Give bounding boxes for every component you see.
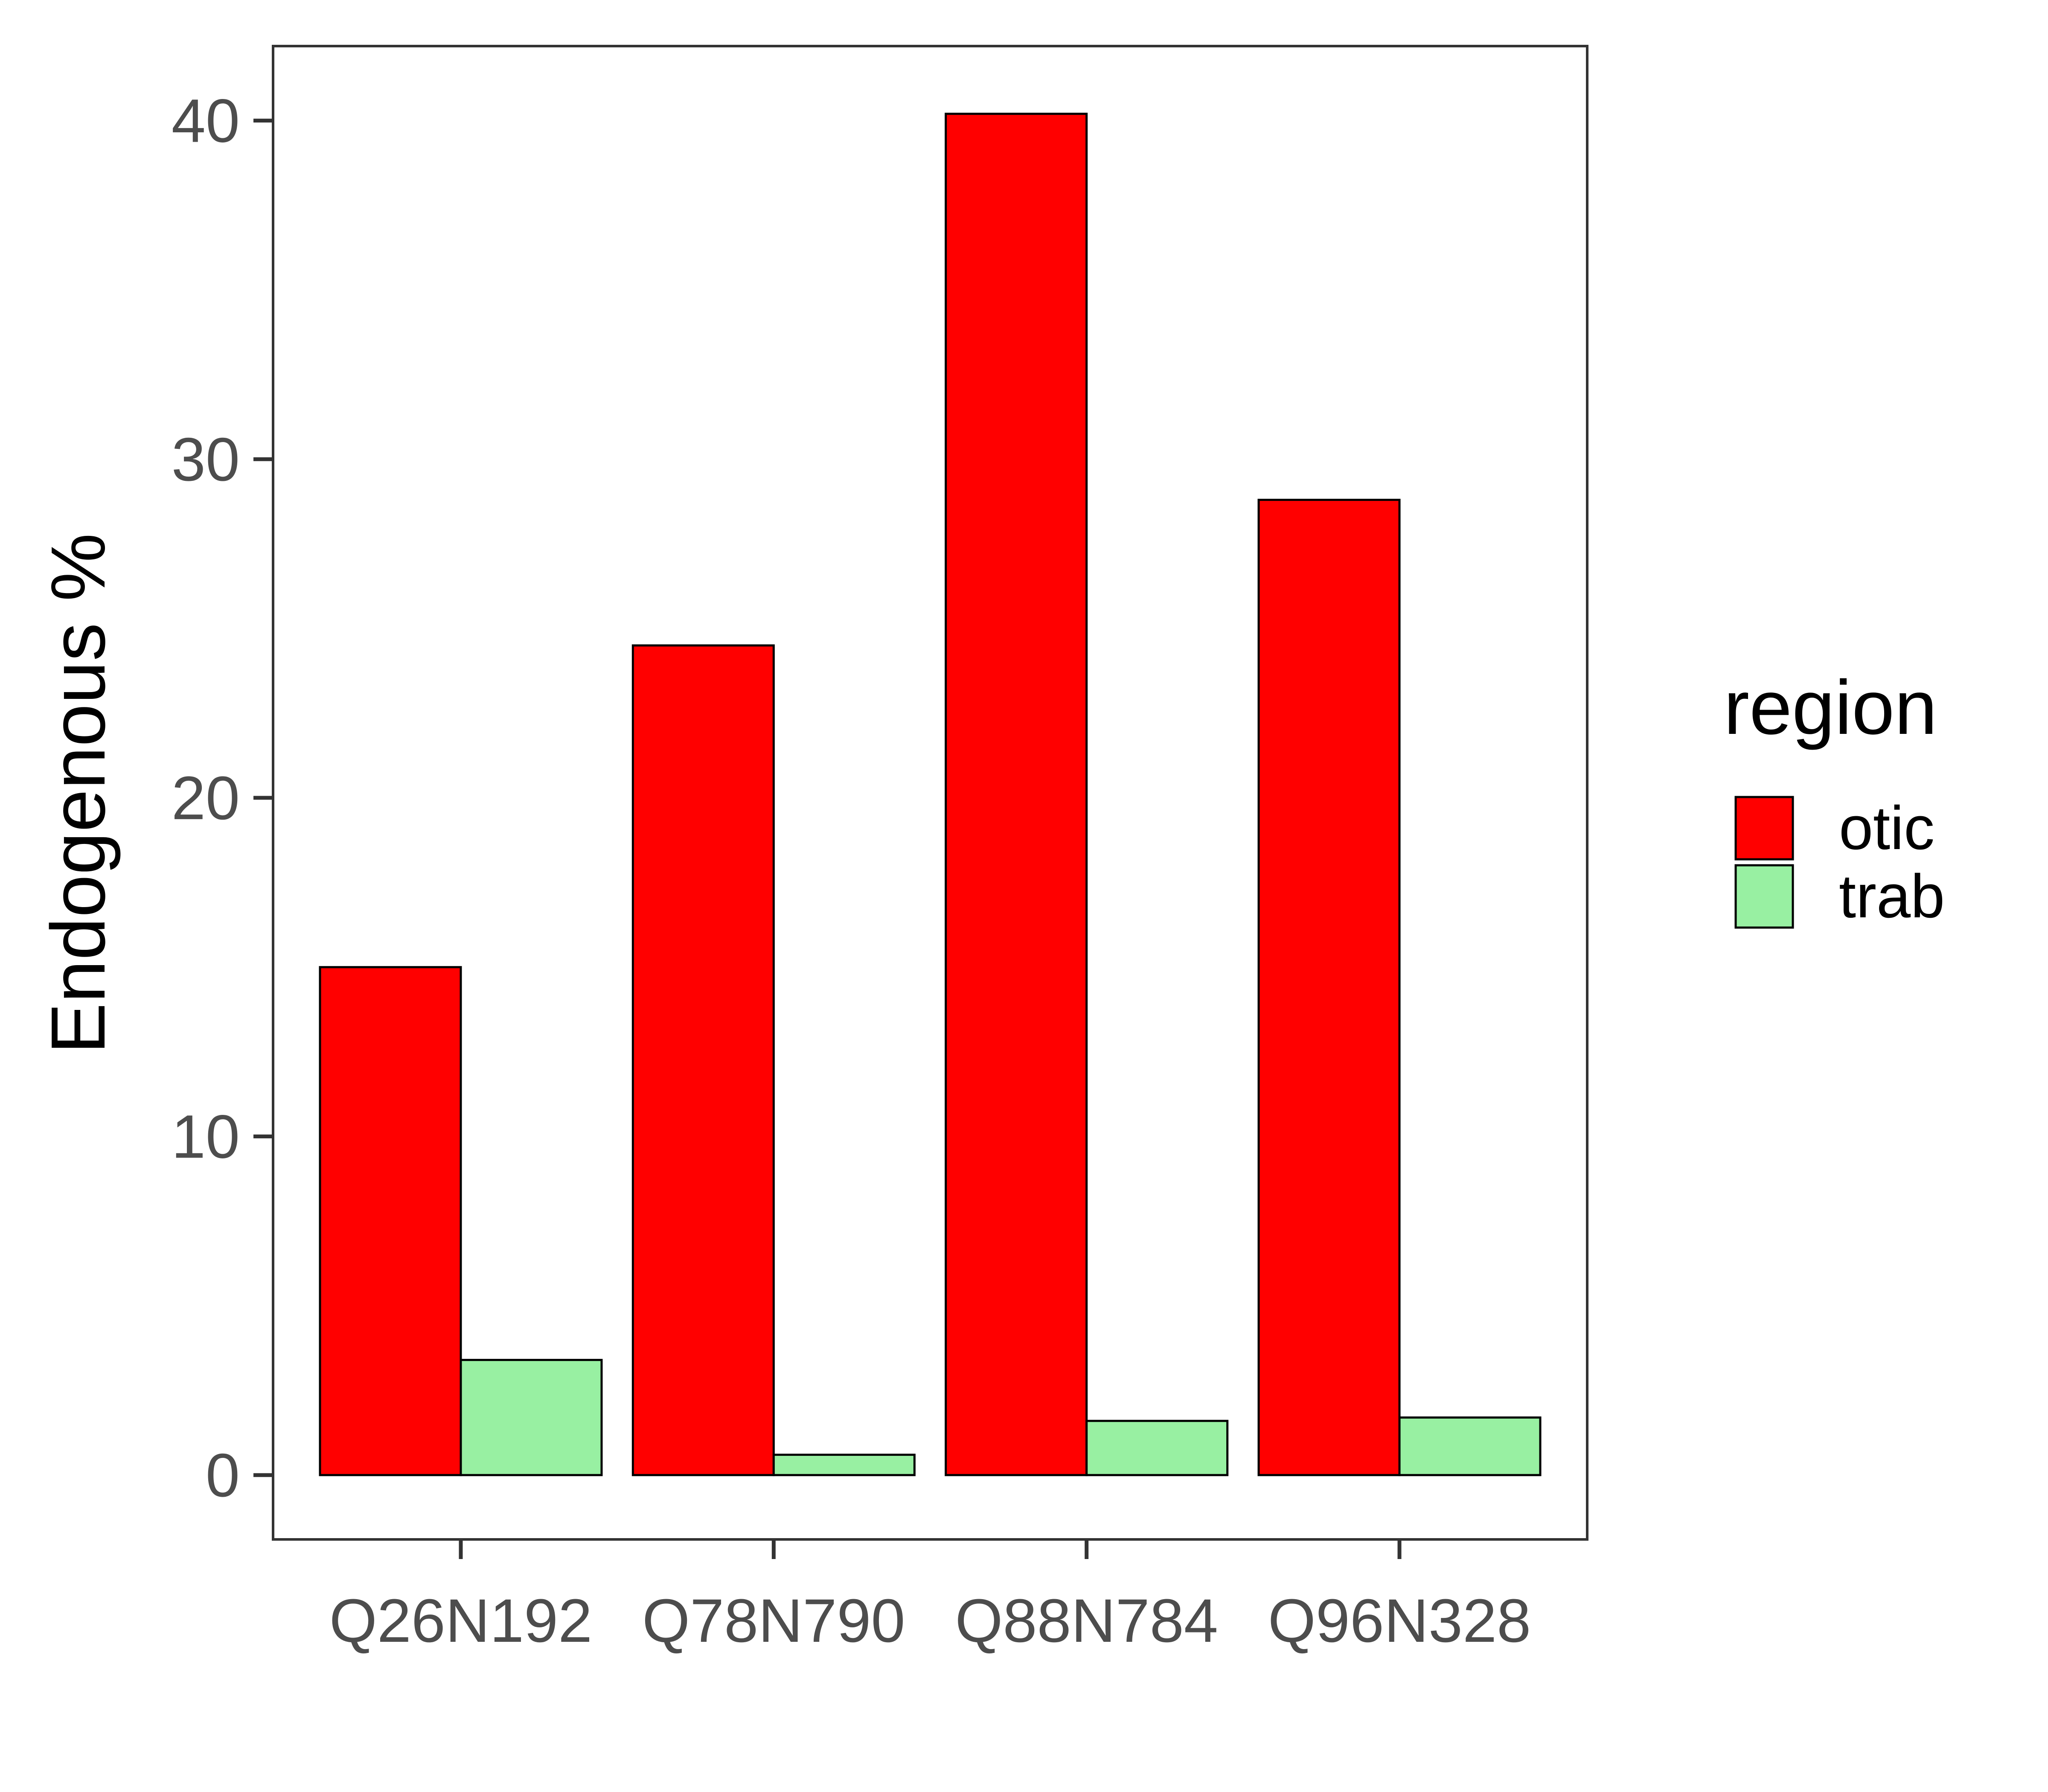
y-axis: 0 10 20 30 40 (172, 87, 273, 1510)
x-tick-label-Q88N784: Q88N784 (955, 1586, 1218, 1655)
legend-label-otic: otic (1839, 794, 1935, 862)
x-tick-label-Q78N790: Q78N790 (642, 1586, 905, 1655)
y-tick-label-10: 10 (172, 1103, 240, 1171)
y-tick-label-30: 30 (172, 425, 240, 494)
x-tick-label-Q96N328: Q96N328 (1268, 1586, 1531, 1655)
bar-otic-Q96N328 (1257, 498, 1401, 1476)
bars-layer (319, 113, 1542, 1476)
bar-trab-Q78N790 (772, 1454, 916, 1476)
y-tick-label-40: 40 (172, 87, 240, 155)
legend-key-trab (1734, 864, 1794, 929)
legend-title: region (1724, 665, 1937, 751)
x-tick-label-Q26N192: Q26N192 (329, 1586, 592, 1655)
panel-border (272, 45, 1588, 1541)
bar-trab-Q96N328 (1398, 1416, 1542, 1476)
bar-otic-Q88N784 (945, 113, 1088, 1476)
x-axis: Q26N192 Q78N790 Q88N784 Q96N328 (329, 1539, 1531, 1655)
y-tick-label-20: 20 (172, 764, 240, 832)
bar-otic-Q26N192 (319, 966, 462, 1476)
y-tick-label-0: 0 (206, 1441, 240, 1510)
legend-key-otic (1734, 796, 1794, 861)
bar-trab-Q88N784 (1085, 1420, 1229, 1476)
y-axis-title: Endogenous % (35, 533, 121, 1054)
legend-label-trab: trab (1839, 862, 1945, 931)
bar-trab-Q26N192 (460, 1359, 603, 1476)
bar-otic-Q78N790 (631, 644, 775, 1476)
